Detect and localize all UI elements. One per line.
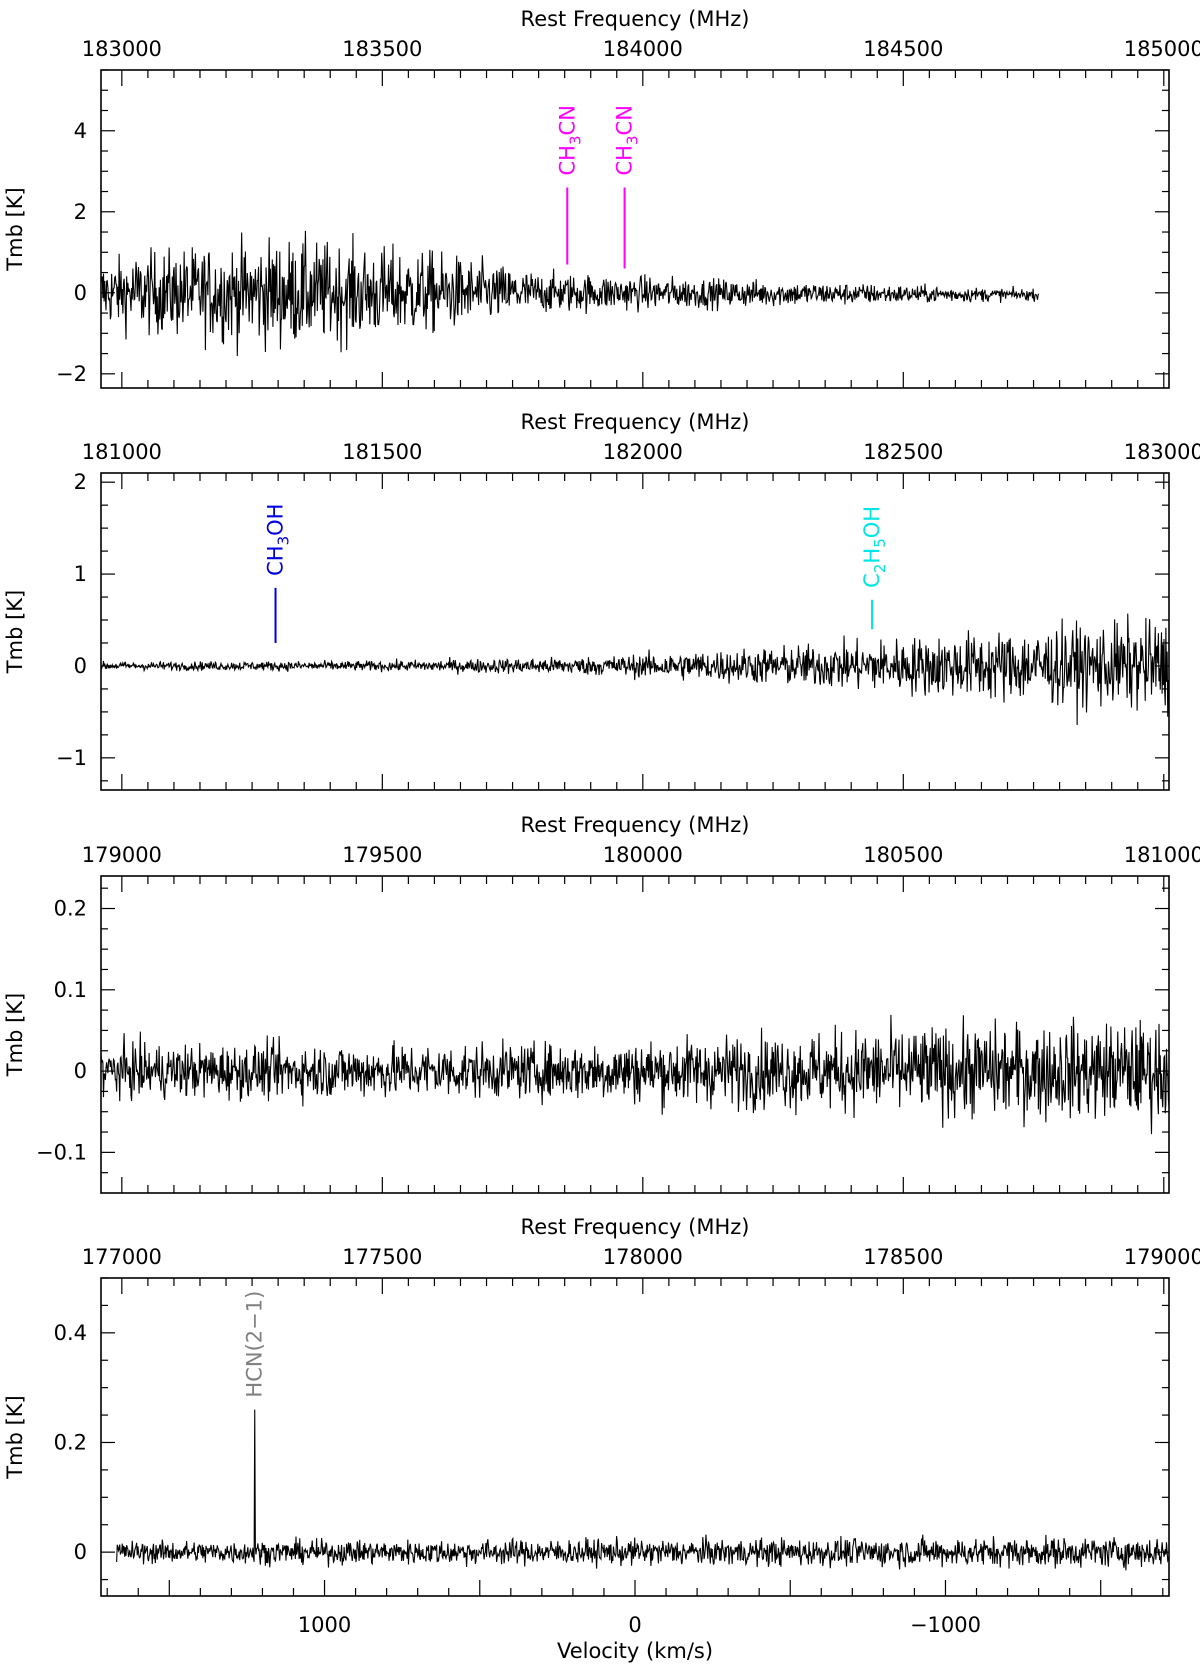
freq-tick-label: 178500 xyxy=(863,1245,943,1269)
top-axis-label: Rest Frequency (MHz) xyxy=(521,7,750,31)
y-tick-label: −1 xyxy=(56,746,87,770)
spectrum-panel-3: Rest Frequency (MHz) 179000 179500 180000 18… xyxy=(3,813,1200,1194)
line-label: CH3CN xyxy=(555,105,584,175)
freq-tick-label: 179500 xyxy=(342,843,422,867)
y-tick-label: 0.2 xyxy=(54,897,87,921)
line-label: CH3OH xyxy=(264,504,293,576)
line-label: CH3CN xyxy=(613,105,642,175)
y-tick-label: −0.1 xyxy=(36,1140,87,1164)
freq-tick-label: 183500 xyxy=(342,37,422,61)
y-tick-label: 0 xyxy=(74,281,87,305)
plot-frame xyxy=(100,875,1170,1194)
y-tick-label: 0 xyxy=(74,1540,87,1564)
freq-tick-label: 185000 xyxy=(1124,37,1200,61)
spectrum-panel-1: Rest Frequency (MHz) 183000 183500 184000 18… xyxy=(3,7,1200,389)
velocity-tick-label: −1000 xyxy=(910,1613,981,1637)
plot-frame xyxy=(100,472,1170,791)
y-tick-label: 0 xyxy=(74,654,87,678)
y-tick-label: 0 xyxy=(74,1059,87,1083)
freq-tick-label: 179000 xyxy=(82,843,162,867)
top-axis-label: Rest Frequency (MHz) xyxy=(521,813,750,837)
top-axis-label: Rest Frequency (MHz) xyxy=(521,410,750,434)
freq-tick-label: 182500 xyxy=(863,440,943,464)
spectrum-trace xyxy=(100,613,1170,725)
freq-tick-label: 181000 xyxy=(1124,843,1200,867)
y-tick-label: 0.1 xyxy=(54,978,87,1002)
freq-tick-label: 177500 xyxy=(342,1245,422,1269)
velocity-tick-label: 0 xyxy=(628,1613,641,1637)
y-tick-label: 2 xyxy=(74,200,87,224)
spectrum-panel-4: Rest Frequency (MHz) 177000 177500 178000 17… xyxy=(3,1215,1200,1663)
line-label: C2H5OH xyxy=(860,506,889,588)
velocity-tick-label: 1000 xyxy=(298,1613,351,1637)
freq-tick-label: 177000 xyxy=(82,1245,162,1269)
y-axis-label: Tmb [K] xyxy=(3,993,27,1077)
freq-tick-label: 183000 xyxy=(82,37,162,61)
y-axis-label: Tmb [K] xyxy=(3,590,27,674)
freq-tick-label: 180500 xyxy=(863,843,943,867)
line-label: HCN(2−1) xyxy=(243,1291,267,1398)
top-axis-label: Rest Frequency (MHz) xyxy=(521,1215,750,1239)
spectrum-panel-2: Rest Frequency (MHz) 181000 181500 182000 18… xyxy=(3,410,1200,791)
freq-tick-label: 181500 xyxy=(342,440,422,464)
freq-tick-label: 183000 xyxy=(1124,440,1200,464)
y-tick-label: 0.2 xyxy=(54,1430,87,1454)
freq-tick-label: 181000 xyxy=(82,440,162,464)
freq-tick-label: 180000 xyxy=(603,843,683,867)
y-tick-label: 1 xyxy=(74,562,87,586)
freq-tick-label: 184500 xyxy=(863,37,943,61)
freq-tick-label: 179000 xyxy=(1124,1245,1200,1269)
y-tick-label: 4 xyxy=(74,119,87,143)
y-axis-label: Tmb [K] xyxy=(3,1395,27,1479)
spectrum-trace xyxy=(116,1409,1170,1571)
freq-tick-label: 182000 xyxy=(603,440,683,464)
y-axis-label: Tmb [K] xyxy=(3,187,27,271)
spectrum-trace xyxy=(100,230,1040,356)
plot-frame xyxy=(100,69,1170,389)
x-axis-label: Velocity (km/s) xyxy=(557,1639,713,1663)
y-tick-label: 0.4 xyxy=(54,1321,87,1345)
y-tick-label: −2 xyxy=(56,362,87,386)
freq-tick-label: 184000 xyxy=(603,37,683,61)
freq-tick-label: 178000 xyxy=(603,1245,683,1269)
spectrum-trace xyxy=(100,1014,1170,1135)
y-tick-label: 2 xyxy=(74,470,87,494)
